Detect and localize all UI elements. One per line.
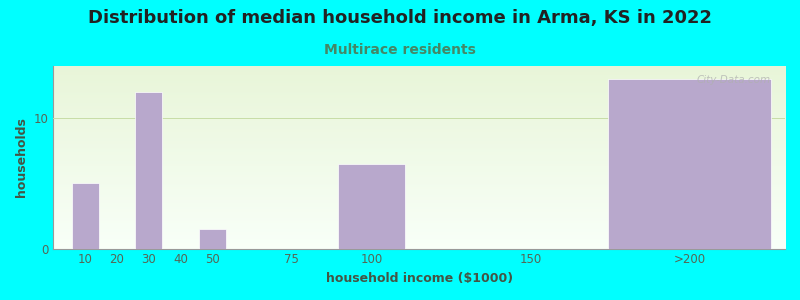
Text: Multirace residents: Multirace residents xyxy=(324,44,476,58)
Bar xyxy=(135,92,162,249)
Text: City-Data.com: City-Data.com xyxy=(696,75,770,85)
Bar xyxy=(71,183,98,249)
Y-axis label: households: households xyxy=(15,117,28,197)
Bar xyxy=(609,79,770,249)
Bar xyxy=(338,164,406,249)
X-axis label: household income ($1000): household income ($1000) xyxy=(326,272,513,285)
Bar xyxy=(199,229,226,249)
Text: Distribution of median household income in Arma, KS in 2022: Distribution of median household income … xyxy=(88,9,712,27)
